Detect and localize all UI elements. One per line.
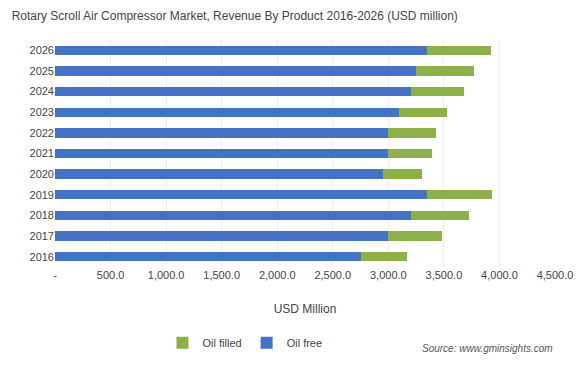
svg-text:2020: 2020	[30, 168, 54, 180]
svg-text:2022: 2022	[30, 127, 54, 139]
svg-text:1,500.0: 1,500.0	[203, 269, 240, 281]
svg-text:4,000.0: 4,000.0	[481, 269, 518, 281]
svg-text:Oil free: Oil free	[287, 337, 322, 349]
svg-text:2021: 2021	[30, 147, 54, 159]
svg-text:Rotary Scroll Air Compressor M: Rotary Scroll Air Compressor Market, Rev…	[12, 9, 458, 23]
svg-text:-: -	[53, 269, 57, 281]
svg-text:4,500.0: 4,500.0	[537, 269, 574, 281]
svg-text:3,500.0: 3,500.0	[426, 269, 463, 281]
svg-text:2023: 2023	[30, 106, 54, 118]
svg-text:500.0: 500.0	[97, 269, 125, 281]
svg-text:2,000.0: 2,000.0	[259, 269, 296, 281]
svg-text:Oil filled: Oil filled	[203, 337, 242, 349]
svg-text:2025: 2025	[30, 65, 54, 77]
svg-text:3,000.0: 3,000.0	[370, 269, 407, 281]
svg-text:2,500.0: 2,500.0	[314, 269, 351, 281]
svg-text:1,000.0: 1,000.0	[148, 269, 185, 281]
svg-text:Source: www.gminsights.com: Source: www.gminsights.com	[422, 343, 553, 354]
svg-text:2024: 2024	[30, 85, 54, 97]
svg-text:USD Million: USD Million	[274, 302, 337, 316]
svg-text:2026: 2026	[30, 44, 54, 56]
svg-text:2017: 2017	[30, 230, 54, 242]
svg-text:2018: 2018	[30, 209, 54, 221]
svg-text:2016: 2016	[30, 251, 54, 263]
svg-text:2019: 2019	[30, 189, 54, 201]
